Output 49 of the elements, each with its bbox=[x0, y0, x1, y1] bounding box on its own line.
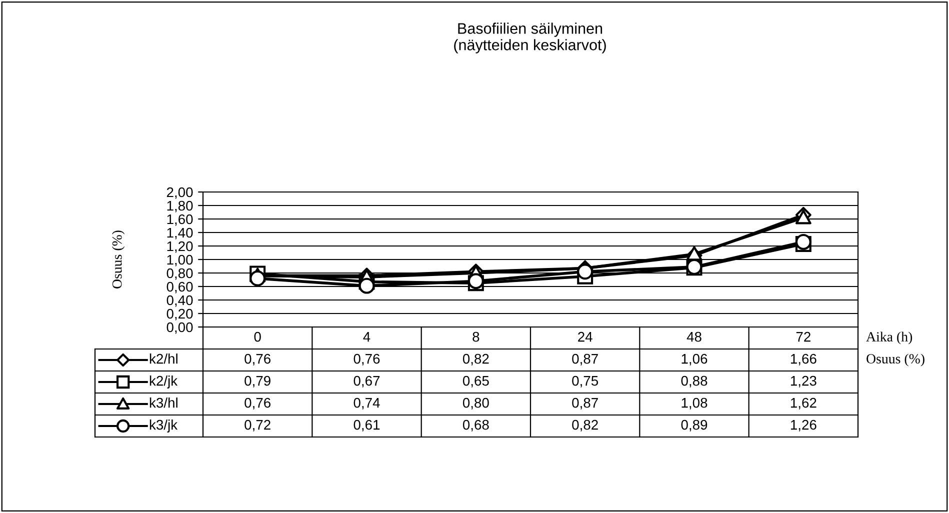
data-label: 0,87 bbox=[572, 354, 598, 366]
legend-label: k2/hl bbox=[150, 354, 178, 364]
y-tick-label: 1,40 bbox=[167, 228, 193, 240]
data-label: 0,65 bbox=[462, 376, 489, 388]
x-tick-label: 4 bbox=[363, 332, 370, 342]
y-tick-label: 1,60 bbox=[167, 214, 193, 226]
data-label: 0,61 bbox=[354, 420, 380, 432]
chart-title: Basofiilien säilyminen (näytteiden keskiarvot) bbox=[454, 22, 606, 54]
y-tick-label: 2,00 bbox=[166, 187, 193, 199]
data-label: 0,89 bbox=[681, 420, 708, 432]
data-label: 0,74 bbox=[354, 398, 380, 410]
data-label: 1,62 bbox=[790, 398, 816, 410]
data-label: 1,06 bbox=[682, 354, 708, 366]
y-tick-label: 0,20 bbox=[166, 308, 193, 320]
y-tick-label: 1,80 bbox=[167, 200, 193, 212]
x-tick-label: 8 bbox=[472, 332, 480, 342]
data-label: 0,82 bbox=[572, 420, 598, 432]
y-tick-label: 1,00 bbox=[167, 254, 193, 266]
data-label: 0,75 bbox=[572, 376, 598, 388]
data-label: 0,76 bbox=[354, 354, 380, 366]
x-tick-label: 72 bbox=[796, 332, 810, 342]
legend-label: k3/hl bbox=[150, 398, 178, 408]
legend-label: k3/jk bbox=[150, 420, 178, 432]
data-label: 0,88 bbox=[681, 376, 708, 388]
y-tick-label: 0,00 bbox=[166, 322, 193, 334]
y-tick-label: 0,40 bbox=[166, 295, 193, 307]
data-label: 0,72 bbox=[244, 420, 270, 432]
data-label: 1,08 bbox=[682, 398, 708, 410]
y-tick-label: 0,60 bbox=[166, 282, 193, 294]
data-label: 0,76 bbox=[244, 354, 270, 366]
data-label: 0,82 bbox=[462, 354, 489, 366]
data-label: 0,79 bbox=[244, 376, 270, 388]
data-label: 0,67 bbox=[354, 376, 380, 388]
data-label: 0,76 bbox=[244, 398, 270, 410]
data-label: 0,87 bbox=[572, 398, 598, 410]
data-label: 0,68 bbox=[462, 420, 489, 432]
data-label: 1,66 bbox=[790, 354, 816, 366]
x-tick-label: 24 bbox=[578, 332, 592, 342]
y-tick-label: 1,20 bbox=[167, 241, 193, 253]
data-label: 1,23 bbox=[790, 376, 816, 388]
data-label: 1,26 bbox=[790, 420, 816, 432]
x-tick-label: 48 bbox=[686, 332, 702, 342]
data-label: 0,80 bbox=[462, 398, 489, 410]
y-axis-title: Osuus (%) bbox=[112, 230, 125, 288]
legend-label: k2/jk bbox=[150, 376, 178, 388]
x-tick-label: 0 bbox=[254, 332, 261, 342]
text: Osuus (%) bbox=[866, 354, 924, 366]
y-tick-label: 0,80 bbox=[166, 268, 193, 280]
text: Aika (h) bbox=[866, 332, 912, 344]
